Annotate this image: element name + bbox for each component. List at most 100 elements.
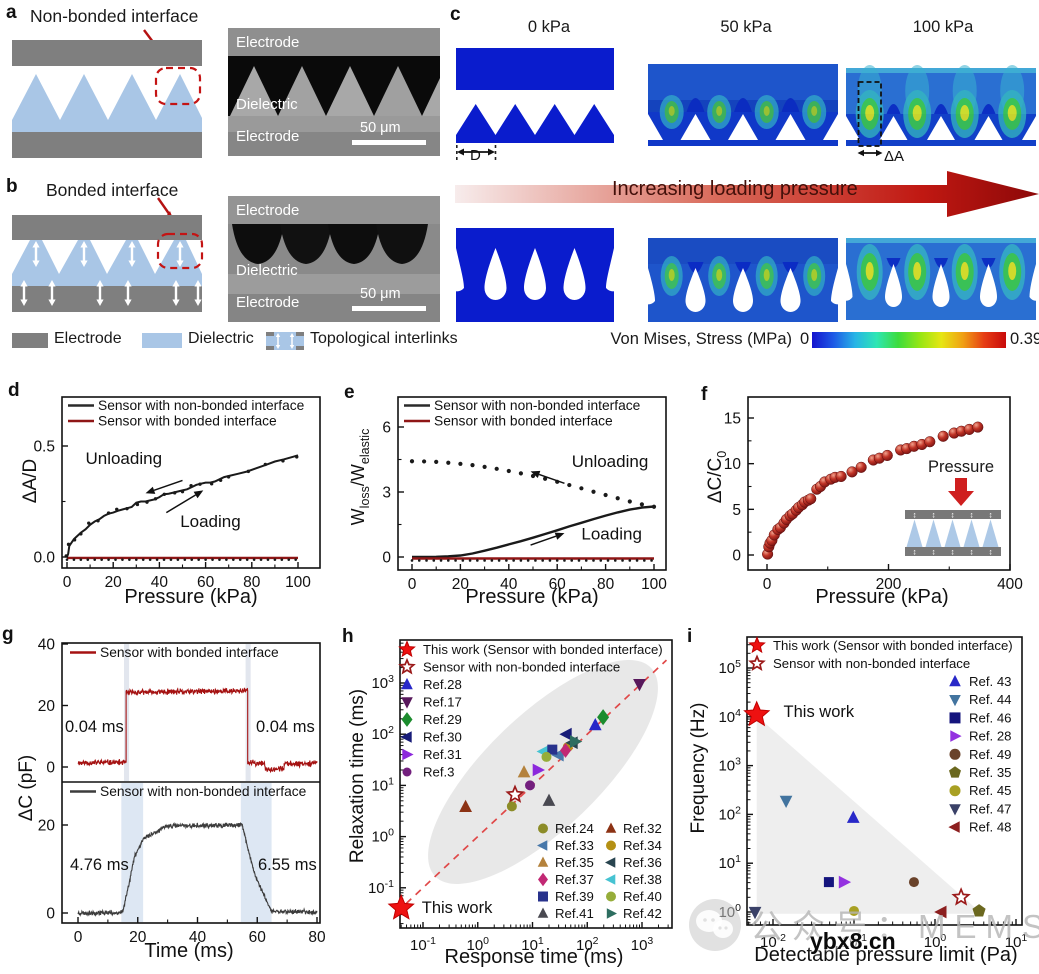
legend-dielectric-swatch [142, 333, 182, 348]
delta-a-label: ΔA [884, 148, 905, 165]
panel-b-letter: b [6, 176, 18, 197]
svg-text:Sensor with bonded interface: Sensor with bonded interface [98, 414, 277, 429]
svg-text:Sensor with non-bonded interfa: Sensor with non-bonded interface [98, 398, 305, 413]
svg-text:60: 60 [249, 929, 267, 946]
panel-a-letter: a [6, 2, 17, 23]
svg-text:Ref.36: Ref.36 [623, 855, 662, 870]
svg-text:101: 101 [371, 775, 394, 794]
svg-text:105: 105 [718, 658, 741, 677]
svg-text:0: 0 [46, 906, 55, 923]
svg-text:Ref.42: Ref.42 [623, 906, 662, 921]
svg-text:0: 0 [46, 760, 55, 777]
svg-text:Ref.33: Ref.33 [555, 838, 594, 853]
svg-text:10: 10 [724, 456, 742, 473]
svg-text:20: 20 [452, 576, 470, 593]
svg-text:100: 100 [371, 827, 394, 846]
legend-interlinks-icon [266, 332, 304, 350]
panel-g-letter: g [2, 624, 14, 645]
svg-text:6.55 ms: 6.55 ms [258, 856, 317, 874]
panel-a-title: Non-bonded interface [30, 6, 199, 26]
fem-nonbonded-50kpa [640, 64, 846, 146]
colorbar-label: Von Mises, Stress (MPa) [610, 330, 792, 348]
svg-text:0.0: 0.0 [33, 550, 55, 567]
svg-text:Ref.41: Ref.41 [555, 906, 594, 921]
svg-text:400: 400 [997, 576, 1023, 593]
svg-text:This work (Sensor with bonded: This work (Sensor with bonded interface) [773, 638, 1013, 653]
svg-text:Ref. 35: Ref. 35 [969, 765, 1012, 780]
svg-text:↕: ↕ [970, 548, 974, 557]
sem-a-scalebar-label: 50 μm [360, 120, 401, 136]
e-x-axis-label: Pressure (kPa) [465, 586, 599, 608]
sem-b-label-electrode-top: Electrode [236, 202, 300, 219]
svg-text:4.76 ms: 4.76 ms [70, 856, 129, 874]
panel-h-letter: h [342, 626, 354, 647]
svg-text:Ref.38: Ref.38 [623, 872, 662, 887]
svg-text:100: 100 [641, 576, 667, 593]
svg-text:↕: ↕ [932, 511, 936, 520]
svg-text:80: 80 [597, 576, 615, 593]
panel-c-title-50kpa: 50 kPa [720, 18, 772, 36]
legend-interlinks-label: Topological interlinks [310, 330, 458, 347]
panel-b-schematic [12, 197, 204, 312]
sem-a-label-electrode-top: Electrode [236, 34, 300, 51]
fem-nonbonded-100kpa [838, 65, 1039, 157]
svg-text:0: 0 [74, 929, 83, 946]
svg-text:40: 40 [38, 637, 56, 654]
svg-text:Ref. 44: Ref. 44 [969, 692, 1012, 707]
panel-c-letter: c [450, 4, 461, 25]
svg-text:80: 80 [308, 929, 326, 946]
svg-text:Ref. 45: Ref. 45 [969, 783, 1012, 798]
svg-text:Ref. 46: Ref. 46 [969, 710, 1012, 725]
g-y-axis-label: ΔC (pF) [16, 754, 37, 822]
svg-text:Ref.32: Ref.32 [623, 821, 662, 836]
svg-text:100: 100 [285, 574, 311, 591]
svg-text:200: 200 [876, 576, 902, 593]
svg-text:Unloading: Unloading [85, 449, 162, 468]
svg-text:104: 104 [718, 707, 741, 726]
svg-text:Ref.34: Ref.34 [623, 838, 662, 853]
svg-text:5: 5 [732, 502, 741, 519]
legend-electrode-label: Electrode [54, 330, 122, 347]
svg-text:Ref.40: Ref.40 [623, 889, 662, 904]
svg-text:101: 101 [718, 853, 741, 872]
panel-f-letter: f [701, 384, 708, 405]
colorbar-gradient [812, 332, 1006, 348]
svg-text:↕: ↕ [989, 511, 993, 520]
svg-text:20: 20 [105, 574, 123, 591]
svg-text:40: 40 [500, 576, 518, 593]
svg-text:↕: ↕ [913, 511, 917, 520]
svg-text:Sensor with non-bonded interfa: Sensor with non-bonded interface [423, 660, 620, 675]
svg-text:60: 60 [197, 574, 215, 591]
svg-text:↕: ↕ [913, 548, 917, 557]
svg-text:Ref.29: Ref.29 [423, 712, 462, 727]
sem-b-label-dielectric: Dielectric [236, 262, 298, 279]
svg-text:↕: ↕ [970, 511, 974, 520]
panel-a-sem-art [228, 28, 440, 156]
f-x-axis-label: Pressure (kPa) [815, 586, 949, 608]
dimension-d-label: D [470, 147, 481, 164]
chart-e: Unloading Loading Sensor with non-bonded i… [382, 396, 667, 593]
legend-dielectric-label: Dielectric [188, 330, 254, 347]
svg-text:Sensor with non-bonded interfa: Sensor with non-bonded interface [434, 398, 641, 413]
svg-text:Ref. 28: Ref. 28 [969, 729, 1012, 744]
svg-text:10-1: 10-1 [368, 878, 394, 897]
chart-d: Unloading Loading Sensor with non-bonded i… [33, 396, 321, 591]
svg-text:60: 60 [549, 576, 567, 593]
panel-e-letter: e [344, 382, 355, 403]
loading-pressure-arrow [455, 171, 1039, 217]
svg-text:↕: ↕ [989, 548, 993, 557]
svg-text:Ref.24: Ref.24 [555, 821, 594, 836]
h-x-axis-label: Response time (ms) [444, 946, 624, 968]
svg-text:0.04 ms: 0.04 ms [256, 718, 315, 736]
svg-text:Ref.3: Ref.3 [423, 765, 455, 780]
svg-text:Ref.31: Ref.31 [423, 747, 462, 762]
svg-text:↕: ↕ [951, 511, 955, 520]
svg-text:Ref. 47: Ref. 47 [969, 801, 1012, 816]
legend-electrode-swatch [12, 333, 48, 348]
svg-text:Loading: Loading [180, 512, 241, 531]
svg-text:Pressure: Pressure [928, 458, 994, 476]
colorbar-min: 0 [800, 330, 810, 348]
sem-b-label-electrode-bottom: Electrode [236, 294, 300, 311]
